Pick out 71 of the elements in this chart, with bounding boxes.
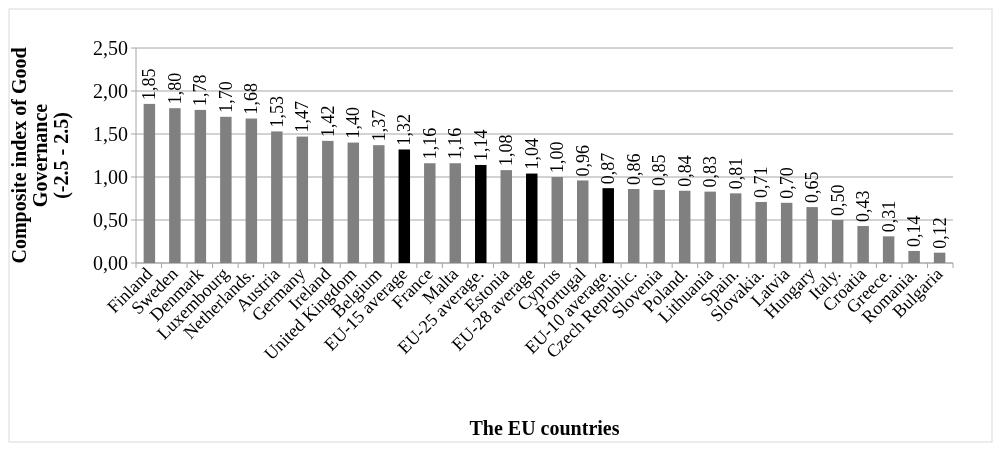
bar xyxy=(755,201,767,263)
data-label: 0,71 xyxy=(751,166,772,198)
bar xyxy=(602,188,614,263)
bar xyxy=(526,173,538,263)
y-tick-label: 2,00 xyxy=(93,80,128,102)
data-label: 1,78 xyxy=(190,74,211,106)
data-label: 1,40 xyxy=(343,107,364,139)
y-tick-label: 0,50 xyxy=(93,209,128,231)
bar xyxy=(245,118,258,263)
y-tick-label: 2,50 xyxy=(93,37,128,59)
data-label: 1,85 xyxy=(139,68,160,100)
bar xyxy=(169,108,181,263)
data-label: 0,14 xyxy=(904,215,925,247)
bar xyxy=(653,189,665,263)
data-label: 1,08 xyxy=(496,134,517,167)
data-label: 1,68 xyxy=(241,83,262,115)
bar xyxy=(831,220,844,263)
bar xyxy=(271,131,283,263)
bar xyxy=(296,136,309,263)
bar xyxy=(194,109,207,263)
bar xyxy=(729,193,742,263)
data-label: 1,04 xyxy=(521,138,542,170)
data-label: 1,32 xyxy=(394,113,415,146)
data-label: 1,47 xyxy=(292,101,313,133)
bar xyxy=(908,250,920,263)
data-label: 1,53 xyxy=(266,95,287,128)
bar xyxy=(500,170,512,263)
bar xyxy=(806,207,818,263)
data-label: 0,83 xyxy=(700,156,721,188)
bar xyxy=(143,103,156,263)
data-label: 0,86 xyxy=(623,153,644,186)
data-label: 0,70 xyxy=(776,167,797,199)
data-label: 0,43 xyxy=(853,190,874,223)
bar xyxy=(373,145,385,263)
data-label: 1,37 xyxy=(368,109,389,142)
bar xyxy=(475,164,487,263)
bar xyxy=(322,140,334,263)
bar xyxy=(551,177,563,263)
bar xyxy=(449,163,462,263)
bar xyxy=(882,236,895,263)
bar xyxy=(627,189,640,263)
data-label: 1,14 xyxy=(470,129,491,161)
bar xyxy=(704,191,716,263)
data-label: 1,16 xyxy=(445,127,466,160)
bar xyxy=(424,163,436,263)
bar xyxy=(220,116,232,263)
data-label: 1,80 xyxy=(164,72,185,105)
bar xyxy=(780,202,793,263)
data-label: 1,16 xyxy=(419,127,440,160)
y-tick-label: 1,50 xyxy=(93,123,128,145)
data-label: 0,81 xyxy=(725,157,746,190)
data-label: 0,96 xyxy=(572,144,593,177)
bar xyxy=(933,252,946,263)
data-label: 0,12 xyxy=(929,217,950,249)
data-label: 0,65 xyxy=(802,171,823,204)
x-axis-title: The EU countries xyxy=(469,417,620,439)
data-label: 1,00 xyxy=(547,141,568,173)
y-axis-title: Composite index of Good Governance (-2.5 - 2.5) xyxy=(8,47,73,264)
bar xyxy=(577,180,589,263)
data-label: 0,85 xyxy=(649,154,670,186)
bar xyxy=(678,190,691,263)
data-label: 0,31 xyxy=(878,200,899,233)
data-label: 0,87 xyxy=(598,152,619,185)
bar xyxy=(857,226,869,263)
data-label: 0,50 xyxy=(827,184,848,216)
data-label: 1,42 xyxy=(317,105,338,137)
data-label: 1,70 xyxy=(215,81,236,113)
bar xyxy=(398,149,411,263)
y-tick-label: 1,00 xyxy=(93,166,128,188)
data-label: 0,84 xyxy=(674,155,695,187)
bar xyxy=(347,142,360,263)
